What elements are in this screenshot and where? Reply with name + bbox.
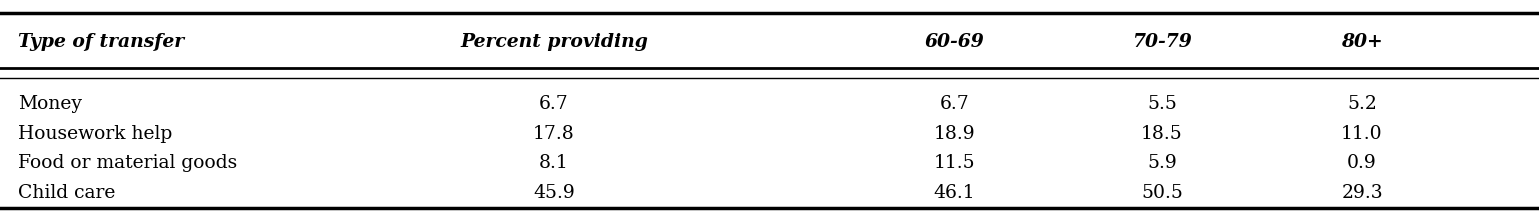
Text: 45.9: 45.9: [532, 184, 576, 202]
Text: 80+: 80+: [1340, 33, 1384, 51]
Text: 70-79: 70-79: [1133, 33, 1191, 51]
Text: 5.2: 5.2: [1347, 95, 1377, 113]
Text: 29.3: 29.3: [1340, 184, 1384, 202]
Text: Money: Money: [18, 95, 83, 113]
Text: 18.9: 18.9: [933, 125, 976, 142]
Text: Housework help: Housework help: [18, 125, 172, 142]
Text: Type of transfer: Type of transfer: [18, 33, 185, 51]
Text: Percent providing: Percent providing: [460, 33, 648, 51]
Text: 5.5: 5.5: [1147, 95, 1177, 113]
Text: 46.1: 46.1: [933, 184, 976, 202]
Text: 6.7: 6.7: [539, 95, 569, 113]
Text: 17.8: 17.8: [532, 125, 576, 142]
Text: 0.9: 0.9: [1347, 154, 1377, 172]
Text: 18.5: 18.5: [1140, 125, 1183, 142]
Text: 8.1: 8.1: [539, 154, 569, 172]
Text: 50.5: 50.5: [1140, 184, 1183, 202]
Text: 11.0: 11.0: [1340, 125, 1384, 142]
Text: 6.7: 6.7: [939, 95, 970, 113]
Text: Child care: Child care: [18, 184, 115, 202]
Text: 5.9: 5.9: [1147, 154, 1177, 172]
Text: 11.5: 11.5: [933, 154, 976, 172]
Text: 60-69: 60-69: [925, 33, 983, 51]
Text: Food or material goods: Food or material goods: [18, 154, 237, 172]
